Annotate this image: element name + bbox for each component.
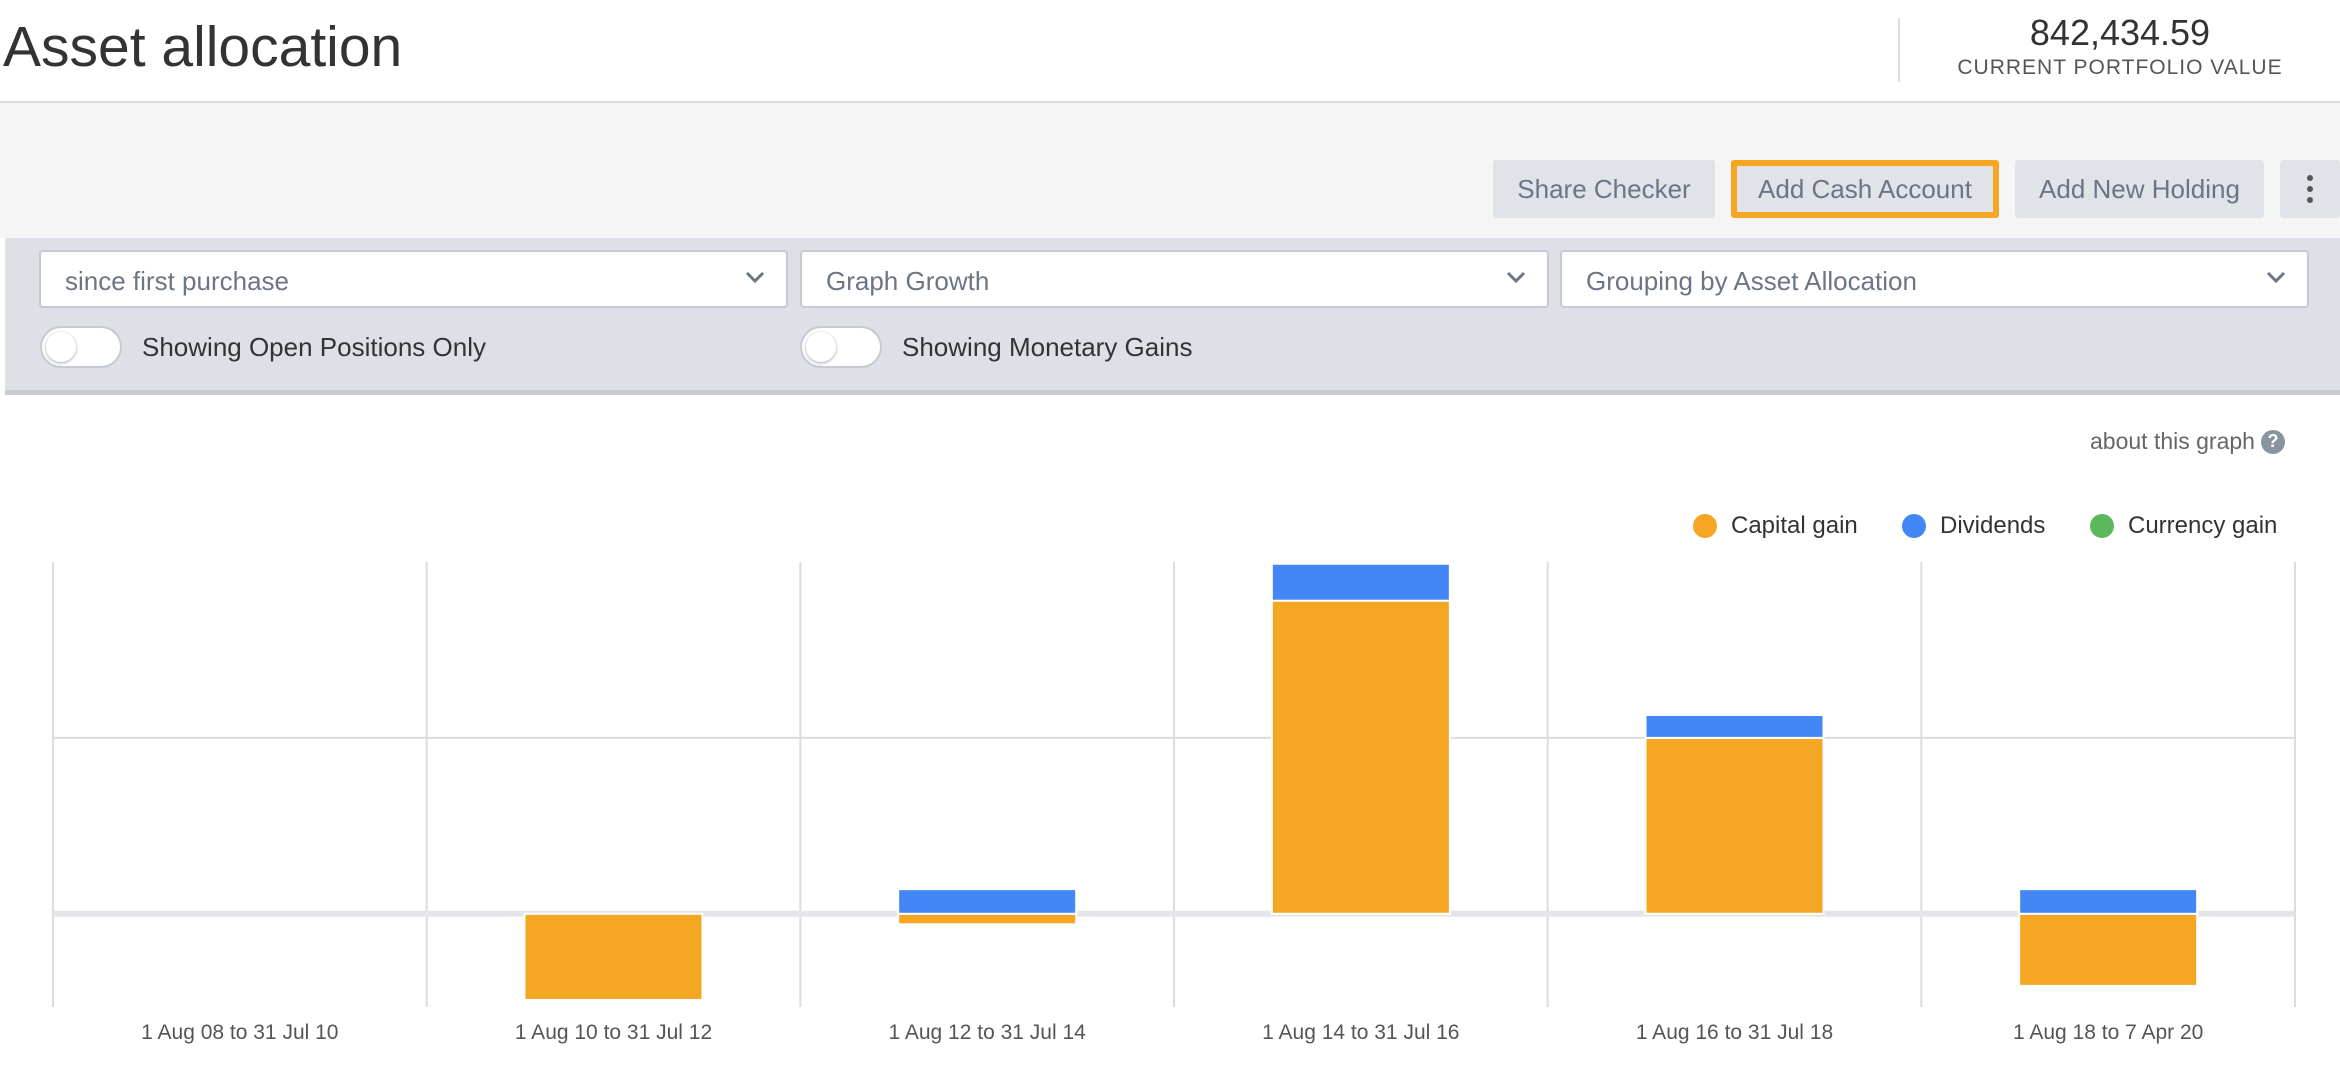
portfolio-value-label: CURRENT PORTFOLIO VALUE — [1957, 56, 2283, 79]
chevron-down-icon — [1506, 271, 1526, 284]
toggle-knob — [46, 332, 76, 362]
period-select-value: since first purchase — [65, 266, 289, 296]
bar-capital-gain — [1270, 599, 1451, 915]
legend-swatch — [2090, 514, 2114, 538]
kebab-menu-icon — [2307, 175, 2313, 181]
about-graph-label: about this graph — [2090, 428, 2255, 454]
legend-label: Currency gain — [2128, 512, 2278, 539]
filter-bar: since first purchase Graph Growth Groupi… — [5, 238, 2340, 395]
legend-capital-gain[interactable]: Capital gain — [1693, 512, 1858, 540]
portfolio-value: 842,434.59 — [2029, 12, 2211, 53]
monetary-gains-toggle-row: Showing Monetary Gains — [800, 324, 1192, 370]
bar-capital-gain — [523, 912, 704, 1001]
open-positions-label: Showing Open Positions Only — [142, 331, 486, 362]
grouping-select[interactable]: Grouping by Asset Allocation — [1560, 250, 2309, 308]
question-icon: ? — [2260, 429, 2285, 454]
about-graph-link[interactable]: about this graph ? — [2090, 428, 2285, 455]
bar-dividends — [897, 888, 1078, 915]
chevron-down-icon — [745, 271, 765, 284]
legend-label: Dividends — [1940, 512, 2046, 539]
header-divider — [1898, 18, 1900, 82]
add-new-holding-button[interactable]: Add New Holding — [2015, 160, 2264, 218]
monetary-gains-toggle[interactable] — [800, 326, 882, 368]
portfolio-value-panel: 842,434.59 CURRENT PORTFOLIO VALUE — [1900, 12, 2340, 80]
page-title: Asset allocation — [3, 15, 403, 79]
add-cash-account-button[interactable]: Add Cash Account — [1731, 160, 1999, 218]
x-tick-label: 1 Aug 08 to 31 Jul 10 — [141, 1021, 338, 1044]
x-tick-label: 1 Aug 10 to 31 Jul 12 — [515, 1021, 712, 1044]
bar-dividends — [2018, 888, 2199, 915]
bar-dividends — [1644, 714, 1825, 739]
x-tick-label: 1 Aug 16 to 31 Jul 18 — [1636, 1021, 1833, 1044]
more-options-button[interactable] — [2280, 160, 2340, 218]
legend-swatch — [1902, 514, 1926, 538]
bar-capital-gain — [897, 912, 1078, 926]
legend-label: Capital gain — [1731, 512, 1858, 539]
grouping-select-value: Grouping by Asset Allocation — [1586, 266, 1917, 296]
graph-type-select-value: Graph Growth — [826, 266, 990, 296]
kebab-menu-icon — [2307, 197, 2313, 203]
bar-capital-gain — [1644, 736, 1825, 915]
share-checker-button[interactable]: Share Checker — [1493, 160, 1715, 218]
toggle-knob — [806, 332, 836, 362]
open-positions-toggle[interactable] — [40, 326, 122, 368]
x-tick-label: 1 Aug 14 to 31 Jul 16 — [1262, 1021, 1459, 1044]
legend-swatch — [1693, 514, 1717, 538]
x-tick-label: 1 Aug 12 to 31 Jul 14 — [889, 1021, 1087, 1044]
open-positions-toggle-row: Showing Open Positions Only — [40, 324, 486, 370]
monetary-gains-label: Showing Monetary Gains — [902, 331, 1193, 362]
bar-dividends — [1270, 562, 1451, 602]
kebab-menu-icon — [2307, 186, 2313, 192]
legend-dividends[interactable]: Dividends — [1902, 512, 2045, 540]
page-header: Asset allocation 842,434.59 CURRENT PORT… — [0, 0, 2340, 103]
chevron-down-icon — [2266, 271, 2286, 284]
period-select[interactable]: since first purchase — [39, 250, 788, 308]
x-tick-label: 1 Aug 18 to 7 Apr 20 — [2013, 1021, 2203, 1044]
graph-type-select[interactable]: Graph Growth — [800, 250, 1549, 308]
bar-capital-gain — [2018, 912, 2199, 987]
legend-currency-gain[interactable]: Currency gain — [2090, 512, 2277, 540]
